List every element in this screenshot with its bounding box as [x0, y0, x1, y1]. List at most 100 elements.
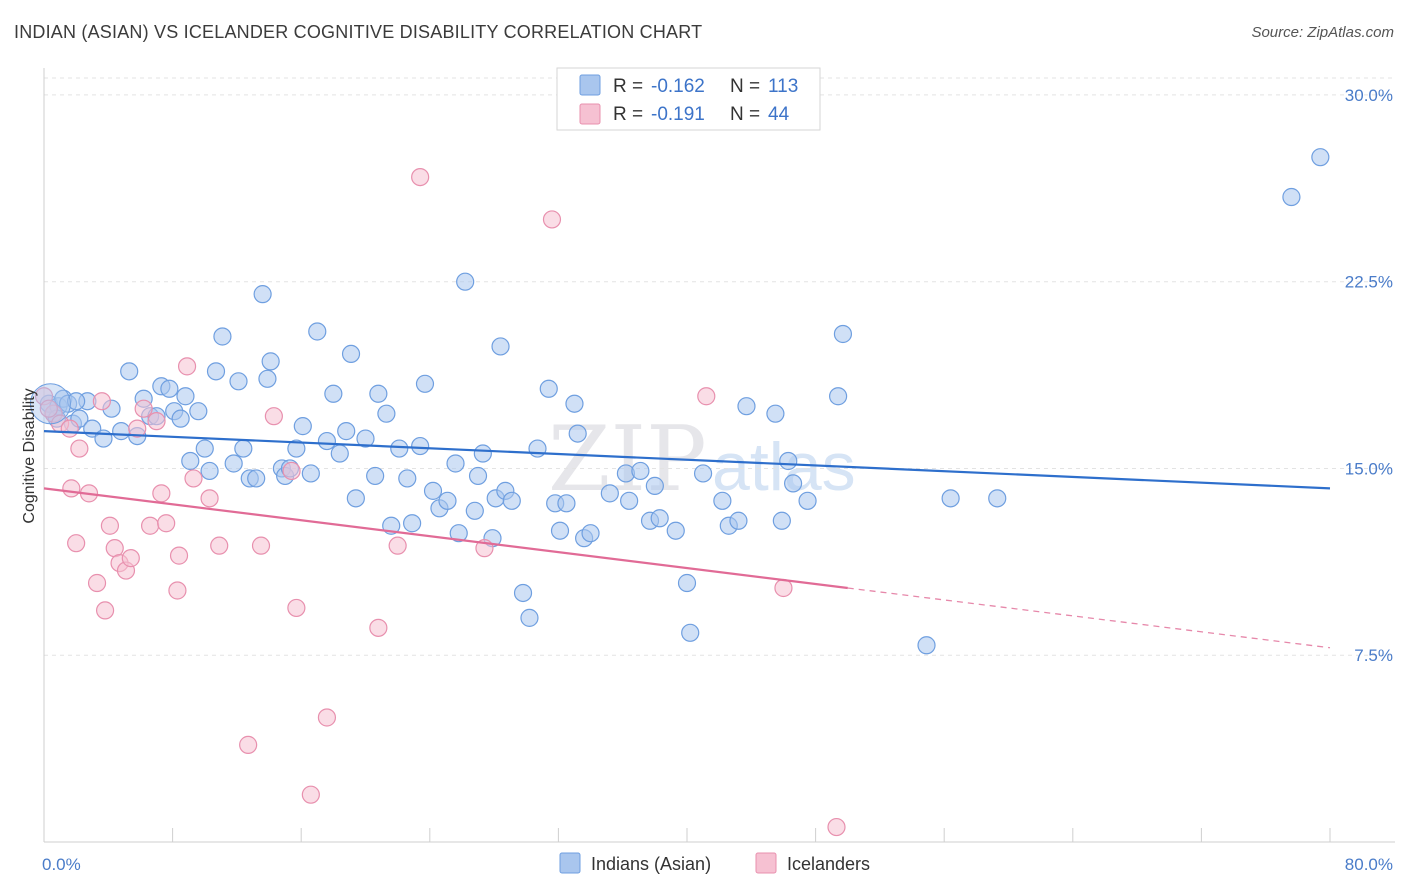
data-point [168, 581, 187, 600]
data-point [251, 536, 271, 555]
data-point [423, 481, 443, 500]
data-point [783, 474, 803, 493]
data-point [988, 489, 1007, 508]
data-point [134, 399, 153, 418]
data-point [120, 362, 139, 381]
data-point [200, 461, 219, 481]
data-point [1311, 148, 1330, 167]
data-point [247, 469, 266, 488]
data-point [121, 549, 140, 568]
data-point [70, 439, 89, 458]
bottom-legend-label-indians: Indians (Asian) [591, 854, 711, 874]
data-point [415, 374, 435, 393]
data-point [550, 521, 570, 540]
data-point [140, 516, 160, 535]
data-point [95, 601, 115, 620]
data-point [681, 623, 700, 642]
y-axis-label: Cognitive Disability [21, 388, 38, 523]
data-point [941, 489, 960, 508]
trend-line-extension [847, 587, 1331, 649]
trend-line-icelanders [43, 487, 848, 590]
data-point [600, 484, 619, 503]
data-point [112, 422, 131, 441]
data-point [528, 439, 547, 458]
data-point [411, 436, 430, 456]
data-point [195, 439, 214, 458]
data-point [456, 272, 475, 291]
data-point [169, 546, 189, 565]
data-point [542, 210, 562, 229]
data-point [829, 387, 848, 406]
data-point-large [29, 383, 71, 425]
bottom-legend-swatch-icelanders [755, 852, 777, 874]
data-point [258, 369, 277, 388]
data-point [184, 469, 203, 488]
data-point [369, 618, 388, 637]
data-point [87, 573, 107, 593]
series-icelanders [34, 168, 846, 837]
data-point [282, 461, 301, 481]
data-point [713, 491, 732, 510]
data-point [324, 384, 343, 403]
data-point [917, 636, 936, 655]
data-point [513, 583, 533, 603]
data-point [261, 352, 280, 371]
data-point [468, 466, 488, 486]
legend-r-label: R = [613, 104, 643, 125]
data-point [67, 534, 86, 553]
data-point [620, 491, 639, 510]
data-point [502, 491, 521, 510]
y-tick-label: 15.0% [1345, 459, 1393, 478]
series-legend: Indians (Asian) Icelanders [559, 852, 870, 874]
data-point [388, 536, 407, 555]
data-point [465, 501, 484, 520]
data-point [366, 466, 385, 486]
legend-swatch-icelanders [579, 103, 601, 125]
data-point [157, 514, 176, 533]
data-point [377, 404, 396, 423]
data-point [147, 412, 166, 431]
data-point [160, 379, 179, 398]
data-point [100, 516, 120, 535]
data-point [356, 429, 375, 448]
data-point [181, 451, 200, 471]
data-point [253, 285, 272, 304]
data-point [827, 817, 846, 837]
bottom-legend-label-icelanders: Icelanders [787, 854, 870, 874]
data-point [62, 479, 81, 498]
data-point [210, 536, 229, 555]
data-point [390, 439, 409, 458]
data-point [189, 402, 208, 421]
legend-n-label: N = [730, 104, 760, 125]
data-point [152, 484, 171, 503]
data-point [398, 469, 417, 488]
data-point [301, 785, 320, 804]
data-point [729, 511, 748, 530]
data-point [650, 509, 669, 528]
data-point [774, 578, 793, 598]
data-point [239, 735, 258, 754]
data-point [766, 404, 785, 423]
series-indians [39, 148, 1330, 655]
data-point [631, 461, 650, 481]
data-point [287, 598, 306, 618]
data-point [293, 417, 312, 436]
data-point [403, 514, 422, 533]
data-point [206, 362, 226, 381]
data-point [539, 379, 558, 398]
trend-line-indians [43, 430, 1331, 490]
data-point [645, 476, 664, 495]
data-point [1282, 187, 1301, 207]
y-tick-label: 30.0% [1345, 86, 1393, 105]
bottom-legend-swatch-indians [559, 852, 581, 874]
data-point [60, 419, 79, 438]
data-point [67, 392, 86, 411]
data-point [677, 573, 697, 593]
data-point [224, 454, 243, 473]
data-point [171, 409, 190, 428]
data-point [317, 708, 337, 727]
data-point [213, 327, 232, 346]
y-tick-label: 22.5% [1345, 273, 1393, 292]
legend-swatch-indians [579, 74, 601, 96]
data-point [308, 322, 327, 341]
